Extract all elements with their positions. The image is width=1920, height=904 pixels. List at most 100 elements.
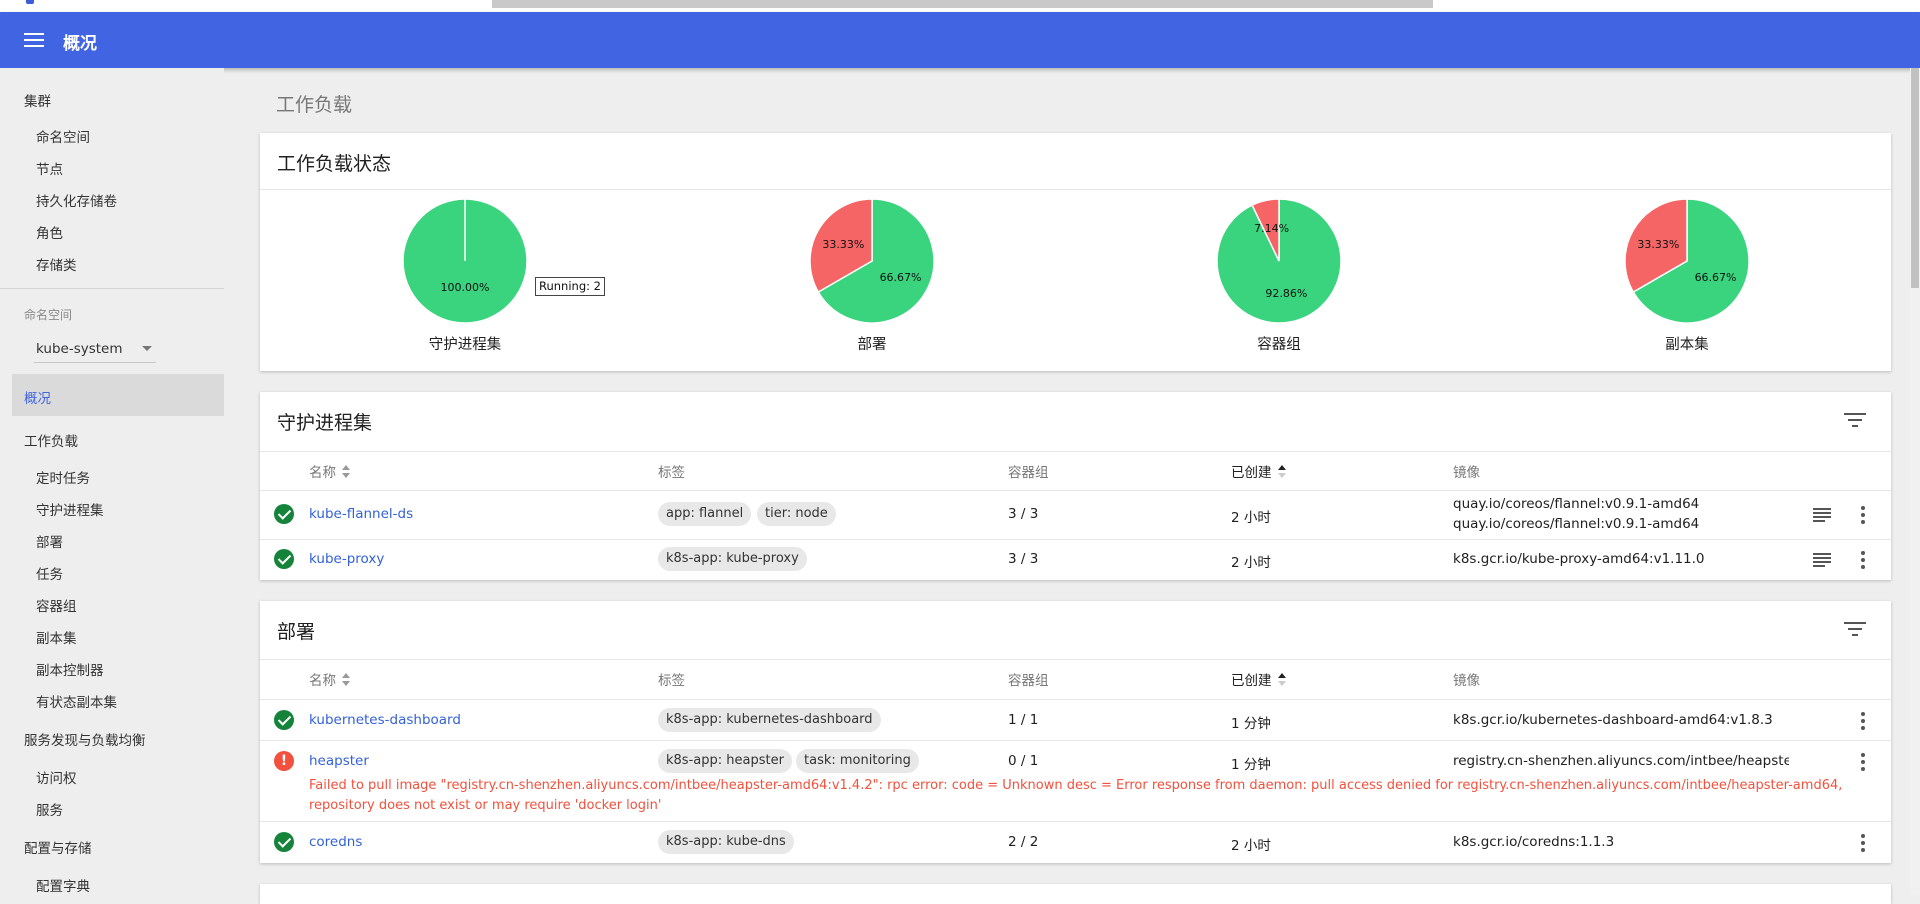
label-chip: k8s-app: kube-dns [658,830,794,854]
status-pie-chart [1216,198,1342,324]
sort-icon[interactable] [342,465,352,479]
column-header-created-label: 已创建 [1231,465,1272,481]
sidebar-item-deployments[interactable]: 部署 [36,535,63,551]
deployment-name-link[interactable]: kubernetes-dashboard [309,712,461,728]
pods-count: 0 / 1 [1008,753,1039,769]
more-vert-icon[interactable] [1860,753,1866,771]
sidebar-section-config[interactable]: 配置与存储 [24,841,92,857]
more-vert-icon[interactable] [1860,551,1866,569]
sidebar-item-daemonsets[interactable]: 守护进程集 [36,503,104,519]
namespace-select[interactable]: kube-system [34,334,156,363]
status-ok-icon [274,832,294,852]
image-name: k8s.gcr.io/kubernetes-dashboard-amd64:v1… [1453,712,1773,728]
pods-count: 2 / 2 [1008,834,1039,850]
vertical-scrollbar[interactable] [1910,68,1920,895]
status-error-icon: ! [274,751,294,771]
browser-top-strip [0,0,1920,12]
section-heading: 工作负载 [276,94,353,116]
deployment-name-link[interactable]: heapster [309,753,369,769]
status-ok-icon [274,504,294,524]
more-vert-icon[interactable] [1860,506,1866,524]
pie-caption: 副本集 [1665,337,1709,353]
sidebar-item-nodes[interactable]: 节点 [36,162,63,178]
column-header-labels: 标签 [658,673,685,689]
sidebar-section-cluster[interactable]: 集群 [24,94,51,110]
namespace-select-value: kube-system [36,341,123,357]
dropdown-arrow-icon [142,346,152,351]
column-header-images: 镜像 [1453,673,1480,689]
deployments-card: 部署 名称 标签 容器组 已创建 镜像 kubernetes-dashboard… [260,601,1891,863]
card-divider [260,189,1891,190]
scrollbar-thumb[interactable] [1911,68,1919,288]
sidebar-item-statefulsets[interactable]: 有状态副本集 [36,695,117,711]
row-divider [260,539,1891,540]
sidebar-item-replication-controllers[interactable]: 副本控制器 [36,663,104,679]
filter-icon[interactable] [1844,413,1866,429]
running-percent-label: 92.86% [1265,286,1308,300]
sort-icon[interactable] [1277,673,1288,687]
sort-icon[interactable] [342,673,352,687]
sidebar-item-replicasets[interactable]: 副本集 [36,631,77,647]
sidebar-item-services[interactable]: 服务 [36,803,63,819]
logs-icon[interactable] [1813,508,1831,522]
pie-slice-failed [1251,198,1280,262]
column-header-name[interactable]: 名称 [309,461,352,481]
running-percent-label: 100.00% [440,280,490,294]
card-divider [260,659,1891,660]
failed-percent-label: 7.14% [1254,222,1290,236]
row-divider [260,821,1891,822]
failed-percent-label: 33.33% [1637,237,1680,251]
sidebar-item-cronjobs[interactable]: 定时任务 [36,471,90,487]
column-header-name-label: 名称 [309,673,336,689]
menu-icon[interactable] [24,32,44,48]
sidebar-item-persistent-volumes[interactable]: 持久化存储卷 [36,194,117,210]
created-age: 2 小时 [1231,510,1271,526]
daemonsets-card: 守护进程集 名称 标签 容器组 已创建 镜像 kube-flannel-ds a… [260,392,1891,580]
page-title: 概况 [63,34,97,54]
sidebar-item-storage-classes[interactable]: 存储类 [36,258,77,274]
label-chip: k8s-app: heapster [658,749,792,773]
sort-icon[interactable] [1277,465,1288,479]
sidebar-section-workloads[interactable]: 工作负载 [24,434,78,450]
column-header-created-label: 已创建 [1231,673,1272,689]
pie-slice-running [817,198,935,324]
sidebar-item-roles[interactable]: 角色 [36,226,63,242]
column-header-pods: 容器组 [1008,465,1049,481]
logs-icon[interactable] [1813,553,1831,567]
column-header-created[interactable]: 已创建 [1231,669,1288,689]
more-vert-icon[interactable] [1860,712,1866,730]
sidebar: 集群 命名空间 节点 持久化存储卷 角色 存储类 命名空间 kube-syste… [0,68,224,895]
pods-count: 1 / 1 [1008,712,1039,728]
column-header-name[interactable]: 名称 [309,669,352,689]
running-percent-label: 66.67% [879,271,922,284]
column-header-labels: 标签 [658,465,685,481]
failed-percent-label: 33.33% [822,237,865,251]
sidebar-item-jobs[interactable]: 任务 [36,567,63,583]
pods-count: 3 / 3 [1008,551,1039,567]
label-chip: task: monitoring [796,749,919,773]
sidebar-section-discovery[interactable]: 服务发现与负载均衡 [24,733,146,749]
column-header-created[interactable]: 已创建 [1231,461,1288,481]
pie-slice-failed [809,198,873,294]
column-header-images: 镜像 [1453,465,1480,481]
pie-caption: 守护进程集 [428,337,502,353]
daemonset-name-link[interactable]: kube-proxy [309,551,385,567]
created-age: 2 小时 [1231,555,1271,571]
sidebar-item-overview[interactable]: 概况 [12,374,224,416]
horizontal-scrollbar[interactable] [492,0,1433,8]
status-pie-chart [402,198,528,324]
pie-caption: 部署 [857,337,887,353]
sidebar-item-configmaps[interactable]: 配置字典 [36,879,90,895]
image-name: quay.io/coreos/flannel:v0.9.1-amd64 [1453,516,1700,532]
deployment-name-link[interactable]: coredns [309,834,363,850]
sidebar-item-ingresses[interactable]: 访问权 [36,771,77,787]
sidebar-item-pods[interactable]: 容器组 [36,599,77,615]
namespace-caption: 命名空间 [24,308,73,322]
filter-icon[interactable] [1844,622,1866,638]
daemonset-name-link[interactable]: kube-flannel-ds [309,506,414,522]
sidebar-item-namespaces[interactable]: 命名空间 [36,130,90,146]
row-divider [260,699,1891,700]
sidebar-item-overview-label: 概况 [24,391,51,407]
card-title: 部署 [277,621,316,643]
more-vert-icon[interactable] [1860,834,1866,852]
